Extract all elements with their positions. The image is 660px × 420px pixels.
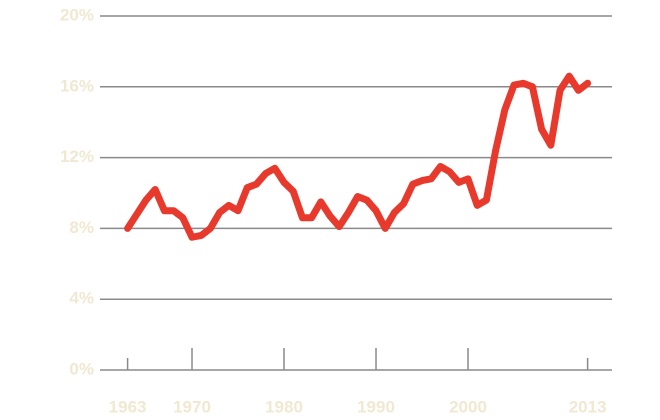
x-tick-label: 1980	[265, 397, 303, 416]
y-tick-label: 0%	[69, 359, 94, 378]
y-tick-label: 20%	[60, 5, 94, 24]
y-tick-label: 16%	[60, 76, 94, 95]
y-tick-label: 12%	[60, 147, 94, 166]
y-tick-label: 8%	[69, 218, 94, 237]
x-tick-label: 2013	[569, 397, 607, 416]
x-tick-label: 2000	[449, 397, 487, 416]
x-tick-label: 1990	[357, 397, 395, 416]
data-line	[124, 72, 592, 241]
x-tick-label: 1963	[109, 397, 147, 416]
x-tick-label: 1970	[173, 397, 211, 416]
y-tick-label: 4%	[69, 289, 94, 308]
